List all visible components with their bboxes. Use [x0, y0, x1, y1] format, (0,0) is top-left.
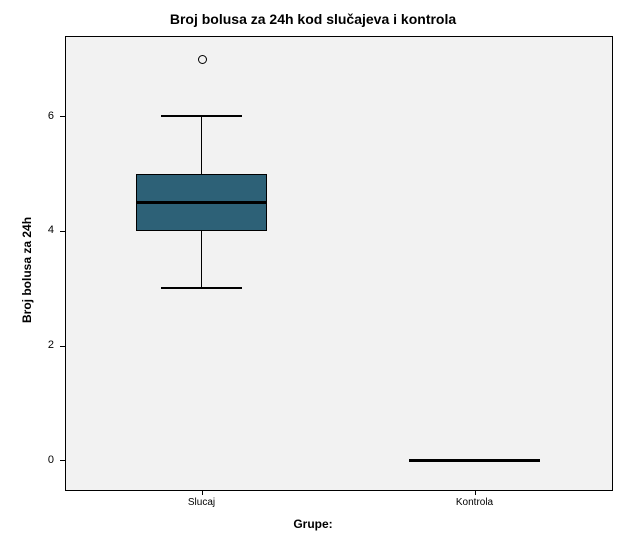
boxplot-median — [409, 459, 540, 462]
y-tick-label: 2 — [0, 339, 54, 351]
y-tick — [60, 346, 65, 347]
x-axis-label: Grupe: — [0, 517, 626, 531]
boxplot-whisker-upper — [201, 116, 202, 173]
y-tick — [60, 231, 65, 232]
boxplot-median — [136, 201, 267, 204]
chart-container: Broj bolusa za 24h kod slučajeva i kontr… — [0, 0, 626, 541]
boxplot-cap-lower — [161, 287, 243, 289]
boxplot-whisker-lower — [201, 231, 202, 288]
y-tick-label: 4 — [0, 224, 54, 236]
y-tick — [60, 116, 65, 117]
x-category-label: Slucaj — [142, 497, 262, 508]
x-tick — [475, 490, 476, 495]
chart-title: Broj bolusa za 24h kod slučajeva i kontr… — [0, 11, 626, 27]
plot-area — [65, 36, 613, 491]
x-tick — [202, 490, 203, 495]
x-category-label: Kontrola — [415, 497, 535, 508]
y-tick — [60, 460, 65, 461]
y-tick-label: 0 — [0, 454, 54, 466]
y-tick-label: 6 — [0, 110, 54, 122]
boxplot-cap-upper — [161, 115, 243, 117]
